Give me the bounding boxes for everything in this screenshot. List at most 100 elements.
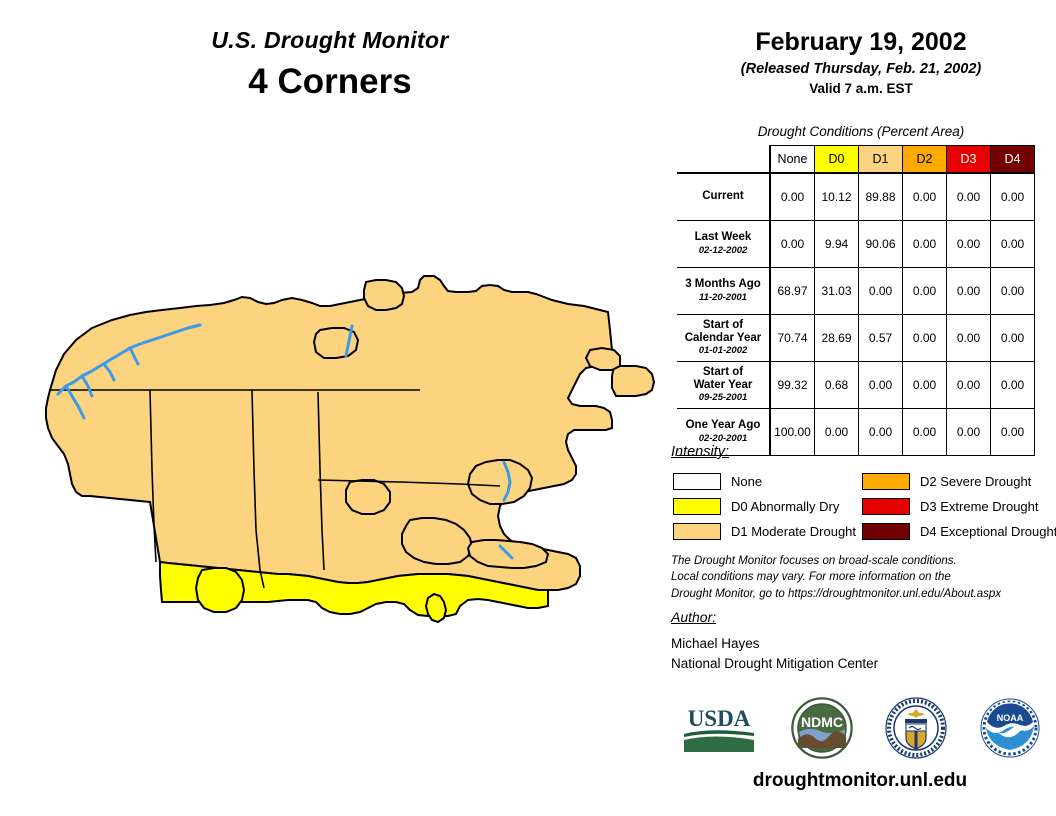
author-block: Michael Hayes National Drought Mitigatio… (671, 634, 878, 675)
disclaimer-line: Local conditions may vary. For more info… (671, 571, 951, 584)
table-row-label: 3 Months Ago 11-20-2001 (677, 267, 771, 315)
table-cell-d1: 0.00 (858, 408, 903, 456)
legend-item: D1 Moderate Drought (673, 519, 856, 544)
table-cell-d2: 0.00 (902, 361, 947, 409)
table-row-date: 02-20-2001 (698, 432, 748, 444)
table-cell-d3: 0.00 (946, 172, 991, 221)
ndmc-logo[interactable]: NDMC (791, 697, 853, 759)
table-cell-d1: 90.06 (858, 220, 903, 268)
report-valid-time: Valid 7 a.m. EST (809, 80, 913, 96)
table-column-header-d2: D2 (902, 145, 947, 174)
map-landmass (45, 275, 656, 624)
author-name: Michael Hayes (671, 636, 760, 651)
intensity-heading: Intensity: (671, 444, 730, 460)
map-region-d1-fragment-d (466, 459, 534, 505)
table-cell-d3: 0.00 (946, 314, 991, 362)
table-cell-d3: 0.00 (946, 220, 991, 268)
legend-swatch (673, 523, 721, 540)
table-cell-d4: 0.00 (990, 408, 1035, 456)
drought-map[interactable] (20, 270, 660, 660)
legend-swatch (673, 473, 721, 490)
table-row-label: Last Week 02-12-2002 (677, 220, 771, 268)
table-row-label: Start of Calendar Year 01-01-2002 (677, 314, 771, 362)
report-header: February 19, 2002 (Released Thursday, Fe… (666, 28, 1056, 96)
table-cell-d4: 0.00 (990, 314, 1035, 362)
table-cell-d2: 0.00 (902, 314, 947, 362)
table-row-label: Current (677, 172, 771, 221)
legend-item: D2 Severe Drought (862, 469, 1056, 494)
table-body: Current 0.00 10.12 89.88 0.00 0.00 0.00 Last We… (677, 172, 1035, 456)
table-cell-d3: 0.00 (946, 267, 991, 315)
table-cell-none: 99.32 (769, 361, 815, 409)
map-region-d0-fragment-south (194, 567, 246, 613)
usda-logo-text: USDA (688, 706, 751, 731)
table-cell-none: 68.97 (769, 267, 815, 315)
legend-label: D4 Exceptional Drought (920, 524, 1056, 539)
map-region-d1-fragment-e (401, 517, 474, 565)
table-row-date: 01-01-2002 (698, 345, 748, 357)
author-heading: Author: (671, 609, 717, 625)
table-cell-d4: 0.00 (990, 267, 1035, 315)
legend-label: None (731, 474, 763, 489)
legend-swatch (862, 498, 910, 515)
table-column-header-d1: D1 (858, 145, 903, 174)
table-column-header-none: None (769, 145, 815, 174)
table-row: 3 Months Ago 11-20-2001 68.97 31.03 0.00 0.00… (677, 267, 1035, 315)
table-cell-d1: 0.00 (858, 361, 903, 409)
table-cell-none: 0.00 (769, 172, 815, 221)
table-cell-none: 70.74 (769, 314, 815, 362)
drought-conditions-table: None D0 D1 D2 D3 D4 Current 0.00 10.12 89.88 0.00… (677, 145, 1035, 456)
map-region-d0-south-band (159, 560, 549, 617)
map-region-d1-northeast (611, 365, 656, 397)
ndmc-logo-text: NDMC (801, 714, 843, 730)
us-department-of-commerce-seal[interactable] (885, 697, 947, 759)
table-cell-none: 0.00 (769, 220, 815, 268)
legend-column-left: None D0 Abnormally Dry D1 Moderate Drought (673, 469, 856, 544)
legend-label: D2 Severe Drought (920, 474, 1032, 489)
legend-swatch (862, 523, 910, 540)
table-header: None D0 D1 D2 D3 D4 (677, 145, 1035, 174)
site-url[interactable]: droughtmonitor.unl.edu (752, 770, 968, 791)
table-cell-d2: 0.00 (902, 267, 947, 315)
map-region-d1-fragment-a (363, 279, 406, 311)
table-cell-d2: 0.00 (902, 220, 947, 268)
report-released: (Released Thursday, Feb. 21, 2002) (740, 60, 982, 77)
table-cell-d4: 0.00 (990, 361, 1035, 409)
noaa-logo[interactable]: NOAA (980, 698, 1040, 758)
table-row-label: One Year Ago 02-20-2001 (677, 408, 771, 456)
table-cell-d0: 31.03 (814, 267, 859, 315)
legend-item: None (673, 469, 856, 494)
table-row: One Year Ago 02-20-2001 100.00 0.00 0.00 0.00… (677, 408, 1035, 456)
table-row: Last Week 02-12-2002 0.00 9.94 90.06 0.00 0.00… (677, 220, 1035, 268)
table-row-date: 11-20-2001 (699, 291, 747, 303)
table-column-header-d4: D4 (990, 145, 1035, 174)
table-header-row: None D0 D1 D2 D3 D4 (677, 145, 1035, 174)
legend-item: D4 Exceptional Drought (862, 519, 1056, 544)
disclaimer-text: The Drought Monitor focuses on broad-sca… (671, 553, 1051, 602)
table-cell-d0: 28.69 (814, 314, 859, 362)
table-caption: Drought Conditions (Percent Area) (757, 124, 965, 139)
table-cell-none: 100.00 (769, 408, 815, 456)
table-row: Start of Calendar Year 01-01-2002 70.74 28.6… (677, 314, 1035, 362)
author-organization: National Drought Mitigation Center (671, 656, 879, 672)
table-cell-d0: 10.12 (814, 172, 859, 221)
page-title: U.S. Drought Monitor (211, 27, 449, 53)
disclaimer-line: Drought Monitor, go to https://droughtmo… (671, 587, 1002, 600)
legend-label: D0 Abnormally Dry (731, 499, 840, 514)
table-row: Current 0.00 10.12 89.88 0.00 0.00 0.00 (677, 172, 1035, 221)
table-row: Start of Water Year 09-25-2001 99.32 0.68 0.0… (677, 361, 1035, 409)
usda-logo[interactable]: USDA (680, 700, 758, 756)
report-date: February 19, 2002 (755, 28, 967, 56)
table-corner-cell (677, 146, 770, 174)
legend-swatch (673, 498, 721, 515)
legend-item: D3 Extreme Drought (862, 494, 1056, 519)
map-river-lines (56, 323, 514, 560)
table-cell-d1: 0.57 (858, 314, 903, 362)
table-cell-d1: 0.00 (858, 267, 903, 315)
legend-item: D0 Abnormally Dry (673, 494, 856, 519)
table-cell-d1: 89.88 (858, 172, 903, 221)
table-cell-d4: 0.00 (990, 172, 1035, 221)
legend-label: D1 Moderate Drought (731, 524, 857, 539)
legend-column-right: D2 Severe Drought D3 Extreme Drought D4 Ex… (862, 469, 1056, 544)
table-cell-d0: 0.68 (814, 361, 859, 409)
